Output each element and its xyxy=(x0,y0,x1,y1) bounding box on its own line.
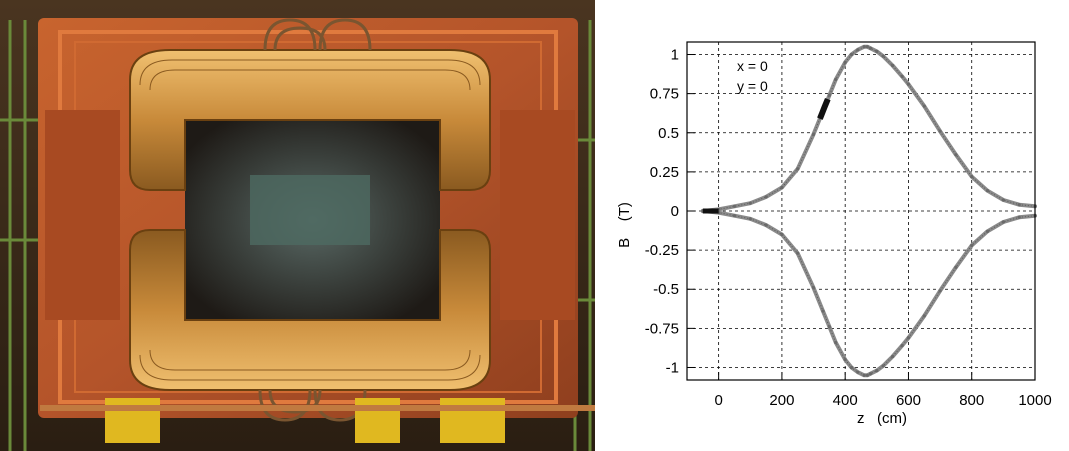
x-axis-label: z (cm) xyxy=(857,410,907,427)
y-tick-label: 0.5 xyxy=(658,125,679,142)
series-point-1 xyxy=(970,243,974,248)
series-point-0 xyxy=(985,189,990,193)
series-point-0 xyxy=(811,132,816,136)
series-point-0 xyxy=(780,185,784,190)
series-point-0 xyxy=(1017,203,1021,207)
support-center xyxy=(355,398,400,443)
series-point-0 xyxy=(862,45,866,49)
series-point-1 xyxy=(856,370,860,374)
top-cable-bundle xyxy=(263,18,372,51)
series-point-0 xyxy=(827,93,831,97)
series-point-0 xyxy=(906,82,911,86)
y-tick-label: -1 xyxy=(666,359,679,376)
series-point-1 xyxy=(900,343,904,348)
series-point-0 xyxy=(849,52,854,57)
y-tick-label: -0.75 xyxy=(645,320,679,337)
series-point-1 xyxy=(843,358,847,362)
series-point-0 xyxy=(954,153,958,157)
ticks: 0 200 400 600 800 1000 -1 -0.75 -0.5 -0.25 0 0.25 0.… xyxy=(645,47,1052,409)
support-left xyxy=(105,398,160,443)
series-point-1 xyxy=(834,340,838,345)
y-tick-label: 0 xyxy=(671,203,679,220)
series-point-1 xyxy=(954,265,958,269)
series-point-1 xyxy=(732,214,737,218)
series-point-1 xyxy=(938,289,942,293)
series-point-1 xyxy=(868,372,873,376)
series-point-0 xyxy=(922,104,926,108)
series-point-0 xyxy=(748,201,752,205)
series-point-1 xyxy=(827,325,831,329)
series-point-0 xyxy=(875,49,879,53)
series-point-1 xyxy=(906,336,911,340)
series-point-0 xyxy=(732,204,737,208)
series-point-0 xyxy=(764,195,768,199)
series-point-1 xyxy=(922,314,926,318)
chart-svg: 0 200 400 600 800 1000 -1 -0.75 -0.5 -0.25 0 0.25 0.… xyxy=(616,41,1052,427)
magnet-photo xyxy=(0,0,595,451)
series-point-1 xyxy=(862,373,866,377)
series-point-0 xyxy=(900,74,904,79)
series-band-1 xyxy=(700,209,1037,378)
series-point-0 xyxy=(970,174,974,179)
series-group xyxy=(700,44,1037,378)
y-tick-label: 0.75 xyxy=(650,86,679,103)
left-yoke-block xyxy=(45,110,120,320)
series-point-1 xyxy=(1001,220,1005,224)
upper-coil xyxy=(129,49,491,191)
series-point-1 xyxy=(821,309,825,313)
annotation-y: y = 0 xyxy=(737,78,768,94)
series-point-1 xyxy=(985,229,990,233)
series-point-0 xyxy=(796,167,800,171)
y-axis-label: B (T) xyxy=(616,202,633,248)
series-point-0 xyxy=(891,63,895,68)
series-point-0 xyxy=(1001,198,1005,202)
series-point-1 xyxy=(811,286,816,290)
x-tick-label: 1000 xyxy=(1018,392,1051,409)
series-point-0 xyxy=(881,54,885,58)
beamline-view xyxy=(250,175,370,245)
series-point-1 xyxy=(881,364,885,368)
lower-coil xyxy=(129,229,491,391)
coil-layers xyxy=(139,59,481,381)
series-point-1 xyxy=(1017,215,1021,219)
series-point-0 xyxy=(843,60,847,64)
magnet-photo-drawing xyxy=(0,0,595,451)
series-point-0 xyxy=(834,77,838,82)
series-point-1 xyxy=(875,369,879,373)
x-tick-label: 400 xyxy=(833,392,858,409)
field-chart: 0 200 400 600 800 1000 -1 -0.75 -0.5 -0.25 0 0.25 0.… xyxy=(595,0,1069,451)
y-tick-label: -0.5 xyxy=(653,281,679,298)
x-tick-label: 600 xyxy=(896,392,921,409)
series-point-0 xyxy=(868,46,873,50)
x-tick-label: 200 xyxy=(769,392,794,409)
series-point-0 xyxy=(856,48,860,52)
series-point-1 xyxy=(780,232,784,237)
series-point-1 xyxy=(891,354,895,359)
series-point-1 xyxy=(865,373,869,377)
highlight-segment xyxy=(817,97,831,120)
series-point-0 xyxy=(938,129,942,133)
y-tick-label: -0.25 xyxy=(645,242,679,259)
support-right xyxy=(440,398,505,443)
series-point-1 xyxy=(849,365,854,370)
x-tick-label: 0 xyxy=(714,392,722,409)
floor-rail xyxy=(40,405,595,411)
series-point-1 xyxy=(748,217,752,221)
right-yoke-block xyxy=(500,110,575,320)
x-tick-label: 800 xyxy=(959,392,984,409)
series-point-1 xyxy=(796,251,800,255)
y-tick-label: 0.25 xyxy=(650,164,679,181)
annotation-x: x = 0 xyxy=(737,58,768,74)
y-tick-label: 1 xyxy=(671,47,679,64)
series-point-1 xyxy=(764,223,768,227)
series-point-0 xyxy=(865,45,869,49)
